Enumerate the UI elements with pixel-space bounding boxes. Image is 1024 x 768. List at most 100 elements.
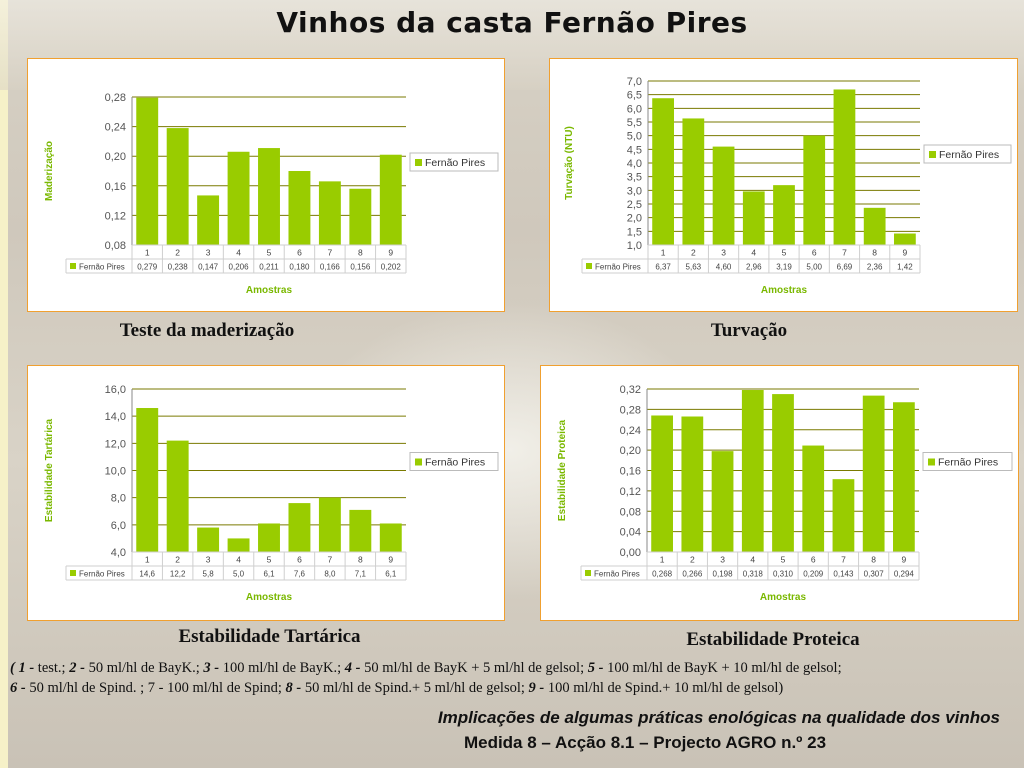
note-number: ( 1 - — [10, 660, 35, 676]
y-tick-label: 4,5 — [627, 144, 642, 156]
chart-panel-maderizacao: 0,08 0,12 0,16 0,20 0,24 0,28 1 0,279 2 0,238 3 0,1… — [27, 58, 505, 312]
category-label: 4 — [236, 555, 241, 565]
y-tick-label: 5,0 — [627, 131, 642, 143]
y-tick-label: 0,16 — [620, 466, 641, 478]
table-series-swatch — [70, 263, 76, 269]
y-tick-label: 6,0 — [627, 103, 642, 115]
bar — [197, 195, 220, 245]
y-tick-label: 0,16 — [105, 181, 126, 193]
data-label: 6,1 — [385, 570, 397, 579]
table-series-name: Fernão Pires — [595, 263, 641, 272]
notes-line-2: 6 - 50 ml/hl de Spind. ; 7 - 100 ml/hl d… — [10, 678, 1020, 698]
bar — [197, 527, 220, 552]
chart-panel-turvacao: 1,0 1,5 2,0 2,5 3,0 3,5 4,0 4,5 5,0 5,5 6,0 6,5 7,0 1… — [549, 58, 1018, 312]
bar — [258, 523, 280, 552]
y-tick-label: 0,12 — [105, 210, 126, 222]
bar — [227, 538, 250, 552]
category-label: 7 — [842, 248, 847, 258]
data-label: 0,180 — [289, 263, 310, 272]
bar — [741, 390, 764, 552]
data-label: 0,268 — [652, 570, 673, 579]
legend-swatch — [928, 458, 935, 466]
legend-box — [923, 144, 1012, 164]
note-number: 4 - — [344, 660, 361, 676]
legend-swatch — [929, 151, 936, 158]
data-label: 0,202 — [381, 263, 402, 272]
y-tick-label: 16,0 — [105, 384, 126, 396]
data-label: 0,198 — [713, 570, 734, 579]
bar — [893, 402, 915, 552]
data-label: 14,6 — [139, 570, 155, 579]
legend-swatch — [415, 159, 422, 166]
treatment-notes: ( 1 - test.; 2 - 50 ml/hl de BayK.; 3 - … — [10, 658, 1020, 698]
y-tick-label: 1,5 — [627, 226, 642, 238]
bar — [349, 188, 372, 245]
y-tick-label: 3,0 — [627, 185, 642, 197]
footer-project: Medida 8 – Acção 8.1 – Projecto AGRO n.º… — [463, 733, 827, 752]
y-tick-label: 0,20 — [105, 151, 126, 163]
y-tick-label: 0,08 — [105, 240, 126, 252]
data-label: 0,266 — [682, 570, 703, 579]
chart-svg: 0,08 0,12 0,16 0,20 0,24 0,28 1 0,279 2 0,238 3 0,1… — [44, 92, 499, 296]
bar — [773, 185, 795, 245]
note-text: test.; — [34, 660, 70, 676]
y-tick-label: 0,32 — [620, 384, 641, 396]
y-tick-label: 4,0 — [627, 158, 642, 170]
note-number: 2 - — [69, 660, 85, 676]
data-label: 7,1 — [355, 570, 367, 579]
category-label: 9 — [388, 555, 393, 565]
data-label: 0,206 — [229, 263, 250, 272]
y-tick-label: 6,5 — [627, 90, 642, 102]
bar — [682, 118, 705, 245]
chart-panel-estabilidade-tartarica: 4,0 6,0 8,0 10,0 12,0 14,0 16,0 1 14,6 2 12,2 3 5,8 4… — [27, 365, 505, 621]
legend-label: Fernão Pires — [938, 457, 998, 469]
y-tick-label: 0,28 — [105, 92, 126, 104]
category-label: 8 — [358, 555, 363, 565]
y-tick-label: 0,08 — [620, 506, 641, 518]
category-label: 9 — [902, 555, 907, 565]
category-label: 2 — [175, 248, 180, 258]
category-label: 8 — [871, 555, 876, 565]
category-label: 7 — [328, 248, 333, 258]
bar — [803, 135, 826, 245]
category-label: 2 — [175, 555, 180, 565]
y-tick-label: 8,0 — [111, 493, 126, 505]
bar — [894, 233, 916, 245]
bar — [379, 523, 402, 552]
bar — [166, 440, 189, 552]
x-axis-title: Amostras — [246, 592, 293, 603]
category-label: 9 — [903, 248, 908, 258]
data-label: 0,310 — [773, 570, 794, 579]
bar — [832, 479, 855, 552]
data-label: 0,209 — [803, 570, 824, 579]
data-label: 5,63 — [686, 263, 702, 272]
y-axis-title: Turvação (NTU) — [564, 126, 575, 200]
data-label: 0,318 — [743, 570, 764, 579]
page-title: Vinhos da casta Fernão Pires — [276, 6, 748, 39]
category-label: 3 — [720, 555, 725, 565]
data-label: 0,211 — [259, 263, 279, 272]
bar — [288, 171, 311, 245]
data-label: 5,0 — [233, 570, 245, 579]
data-label: 6,69 — [837, 263, 853, 272]
bar — [802, 445, 825, 552]
category-label: 5 — [267, 248, 272, 258]
bar — [742, 191, 765, 245]
y-tick-label: 14,0 — [105, 411, 126, 423]
legend-swatch — [415, 458, 422, 466]
bar — [652, 98, 674, 245]
category-label: 5 — [267, 555, 272, 565]
category-label: 5 — [782, 248, 787, 258]
y-axis-title: Estabilidade Tartárica — [44, 418, 55, 522]
category-label: 7 — [328, 555, 333, 565]
category-label: 8 — [358, 248, 363, 258]
y-tick-label: 12,0 — [105, 438, 126, 450]
category-label: 1 — [661, 248, 666, 258]
y-tick-label: 3,5 — [627, 172, 642, 184]
table-series-swatch — [585, 570, 591, 576]
y-tick-label: 0,12 — [620, 486, 641, 498]
legend-label: Fernão Pires — [425, 157, 485, 169]
bar — [136, 97, 159, 245]
category-label: 2 — [691, 248, 696, 258]
bar — [862, 395, 885, 552]
